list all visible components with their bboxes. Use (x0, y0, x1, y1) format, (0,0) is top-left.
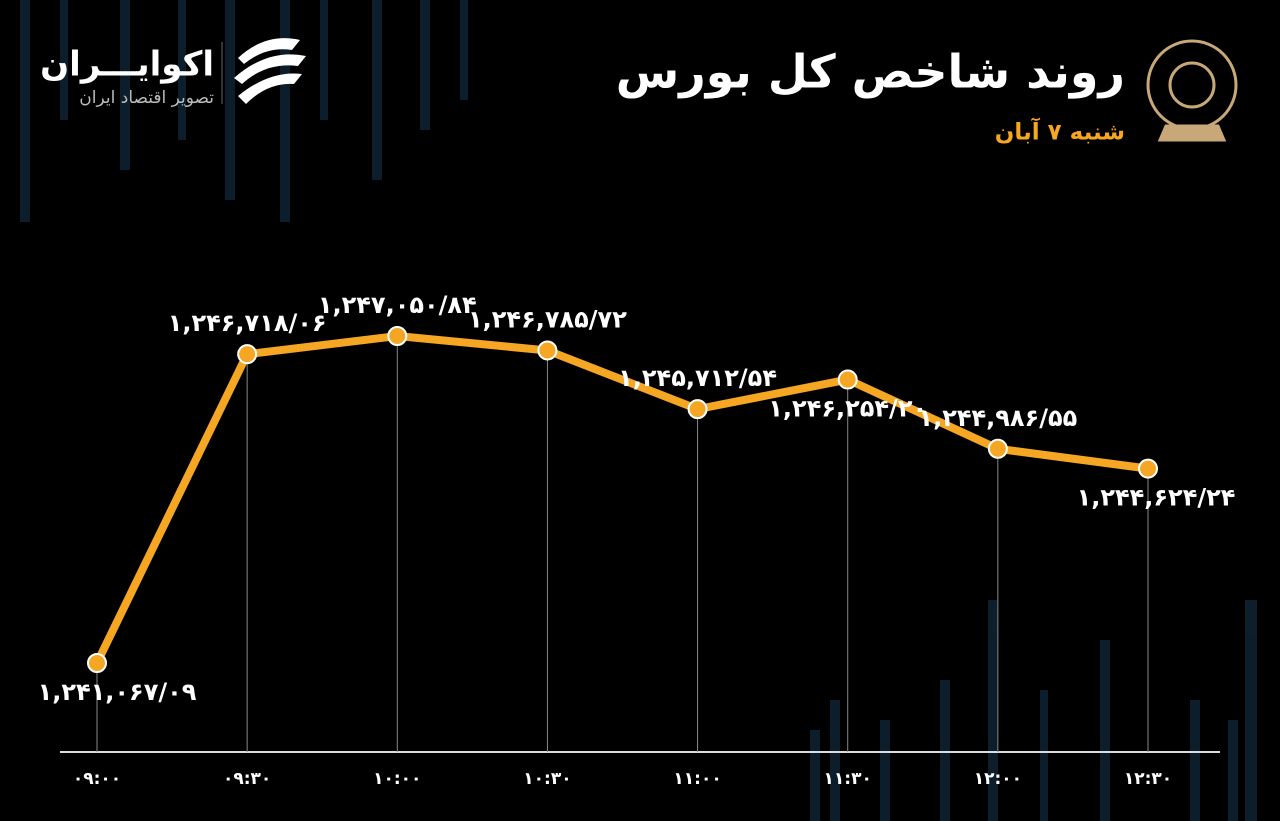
data-point (1138, 458, 1158, 479)
data-point (687, 399, 708, 420)
x-tick-label: ۱۲:۰۰ (974, 769, 1022, 789)
background-candles (20, 0, 1257, 821)
data-point (87, 653, 107, 673)
data-point (387, 326, 408, 346)
x-tick-label: ۱۱:۰۰ (673, 769, 721, 789)
x-tick-label: ۱۰:۰۰ (373, 769, 421, 789)
data-label: ۱,۲۴۱,۰۶۷/۰۹ (38, 678, 197, 706)
x-tick-label: ۱۲:۳۰ (1124, 769, 1172, 789)
data-point (987, 438, 1008, 459)
x-tick-label: ۰۹:۰۰ (73, 769, 121, 789)
data-label: ۱,۲۴۷,۰۵۰/۸۴ (318, 291, 477, 319)
brand-icon (234, 38, 306, 104)
data-label: ۱,۲۴۴,۹۸۶/۵۵ (918, 404, 1077, 432)
data-label: ۱,۲۴۵,۷۱۲/۵۴ (618, 364, 777, 392)
x-tick-label: ۱۱:۳۰ (824, 769, 872, 789)
data-label: ۱,۲۴۴,۶۲۴/۲۴ (1077, 484, 1236, 512)
x-tick-label: ۱۰:۳۰ (523, 769, 571, 789)
data-line (93, 332, 1149, 665)
data-label: ۱,۲۴۶,۲۵۴/۲۰ (768, 395, 927, 423)
data-point (537, 340, 558, 361)
chart-title: روند شاخص کل بورس (616, 45, 1125, 99)
data-label: ۱,۲۴۶,۷۸۵/۷۲ (468, 305, 627, 333)
exchange-emblem (1146, 39, 1238, 142)
data-point (837, 369, 858, 390)
brand-tagline: تصویر اقتصاد ایران (79, 88, 214, 108)
data-label: ۱,۲۴۶,۷۱۸/۰۶ (168, 309, 327, 337)
brand-name: اکوایـــران (40, 45, 214, 85)
data-point (237, 344, 258, 365)
x-tick-label: ۰۹:۳۰ (223, 769, 271, 789)
chart-subtitle: شنبه ۷ آبان (995, 117, 1125, 146)
